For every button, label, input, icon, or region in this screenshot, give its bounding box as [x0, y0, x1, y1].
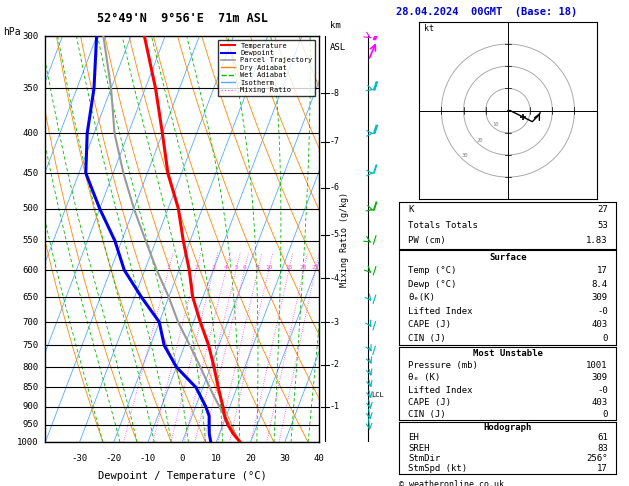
Text: 309: 309: [592, 293, 608, 302]
Text: -4: -4: [330, 274, 340, 283]
Text: hPa: hPa: [3, 27, 21, 37]
Text: EH: EH: [408, 434, 419, 442]
Text: 30: 30: [279, 454, 290, 464]
Text: 1001: 1001: [586, 361, 608, 370]
Text: SREH: SREH: [408, 444, 430, 452]
Text: -0: -0: [597, 385, 608, 395]
Text: Dewp (°C): Dewp (°C): [408, 279, 457, 289]
Text: 300: 300: [22, 32, 38, 41]
Text: -10: -10: [140, 454, 156, 464]
Text: 600: 600: [22, 265, 38, 275]
Text: 800: 800: [22, 363, 38, 372]
Text: 30: 30: [461, 153, 468, 158]
Text: Hodograph: Hodograph: [484, 423, 532, 432]
Text: 6: 6: [243, 265, 247, 270]
Text: -6: -6: [330, 183, 340, 192]
Text: θₑ (K): θₑ (K): [408, 373, 440, 382]
Text: 550: 550: [22, 236, 38, 245]
Text: 0: 0: [179, 454, 185, 464]
Text: -3: -3: [330, 317, 340, 327]
Text: 1.83: 1.83: [586, 237, 608, 245]
Text: 950: 950: [22, 420, 38, 430]
Text: 8.4: 8.4: [592, 279, 608, 289]
Text: 650: 650: [22, 293, 38, 301]
Text: 20: 20: [477, 138, 483, 142]
Text: kt: kt: [424, 24, 433, 33]
Text: 900: 900: [22, 402, 38, 411]
Text: ASL: ASL: [330, 43, 346, 52]
Text: 40: 40: [313, 454, 325, 464]
Text: 500: 500: [22, 204, 38, 213]
Text: 5: 5: [234, 265, 238, 270]
Text: CAPE (J): CAPE (J): [408, 320, 451, 329]
Text: CIN (J): CIN (J): [408, 334, 446, 343]
Text: -2: -2: [330, 361, 340, 369]
Text: 15: 15: [285, 265, 292, 270]
Text: 28.04.2024  00GMT  (Base: 18): 28.04.2024 00GMT (Base: 18): [396, 7, 577, 17]
Text: Temp (°C): Temp (°C): [408, 266, 457, 275]
Text: 403: 403: [592, 320, 608, 329]
Text: 83: 83: [597, 444, 608, 452]
Text: 0: 0: [603, 334, 608, 343]
Text: 450: 450: [22, 169, 38, 177]
Text: Lifted Index: Lifted Index: [408, 307, 472, 316]
Text: Dewpoint / Temperature (°C): Dewpoint / Temperature (°C): [97, 470, 267, 481]
Text: 17: 17: [597, 266, 608, 275]
Text: 61: 61: [597, 434, 608, 442]
Text: 0: 0: [603, 410, 608, 419]
Text: PW (cm): PW (cm): [408, 237, 446, 245]
Text: 53: 53: [597, 221, 608, 230]
Text: 350: 350: [22, 84, 38, 93]
Text: 1: 1: [167, 265, 170, 270]
Text: 25: 25: [311, 265, 319, 270]
Text: 256°: 256°: [586, 454, 608, 463]
Text: 10: 10: [493, 122, 499, 127]
Text: 10: 10: [265, 265, 272, 270]
Text: 17: 17: [597, 464, 608, 473]
Text: Most Unstable: Most Unstable: [473, 349, 543, 358]
Text: 1000: 1000: [17, 438, 38, 447]
Text: 20: 20: [245, 454, 256, 464]
Text: K: K: [408, 205, 413, 214]
Text: 850: 850: [22, 383, 38, 392]
Text: 20: 20: [300, 265, 308, 270]
Text: 400: 400: [22, 129, 38, 138]
Text: -8: -8: [330, 88, 340, 98]
Text: -20: -20: [106, 454, 122, 464]
Text: 10: 10: [211, 454, 221, 464]
Text: Lifted Index: Lifted Index: [408, 385, 472, 395]
Text: CIN (J): CIN (J): [408, 410, 446, 419]
Text: -30: -30: [72, 454, 87, 464]
Text: 52°49'N  9°56'E  71m ASL: 52°49'N 9°56'E 71m ASL: [97, 12, 267, 25]
Text: 27: 27: [597, 205, 608, 214]
Text: 2: 2: [194, 265, 198, 270]
Text: -5: -5: [330, 230, 340, 239]
Text: 8: 8: [256, 265, 260, 270]
Text: LCL: LCL: [371, 392, 384, 399]
Text: CAPE (J): CAPE (J): [408, 398, 451, 407]
Text: Mixing Ratio (g/kg): Mixing Ratio (g/kg): [340, 192, 349, 287]
Text: 700: 700: [22, 317, 38, 327]
Text: 3: 3: [211, 265, 215, 270]
Text: StmDir: StmDir: [408, 454, 440, 463]
Text: km: km: [330, 21, 341, 30]
Text: Surface: Surface: [489, 253, 526, 261]
Text: -7: -7: [330, 137, 340, 146]
Text: -1: -1: [330, 402, 340, 411]
Text: StmSpd (kt): StmSpd (kt): [408, 464, 467, 473]
Text: 750: 750: [22, 341, 38, 350]
Legend: Temperature, Dewpoint, Parcel Trajectory, Dry Adiabat, Wet Adiabat, Isotherm, Mi: Temperature, Dewpoint, Parcel Trajectory…: [218, 40, 315, 96]
Text: 4: 4: [224, 265, 228, 270]
Text: 309: 309: [592, 373, 608, 382]
Text: Pressure (mb): Pressure (mb): [408, 361, 478, 370]
Text: © weatheronline.co.uk: © weatheronline.co.uk: [399, 480, 504, 486]
Text: -0: -0: [597, 307, 608, 316]
Text: θₑ(K): θₑ(K): [408, 293, 435, 302]
Text: Totals Totals: Totals Totals: [408, 221, 478, 230]
Text: 403: 403: [592, 398, 608, 407]
